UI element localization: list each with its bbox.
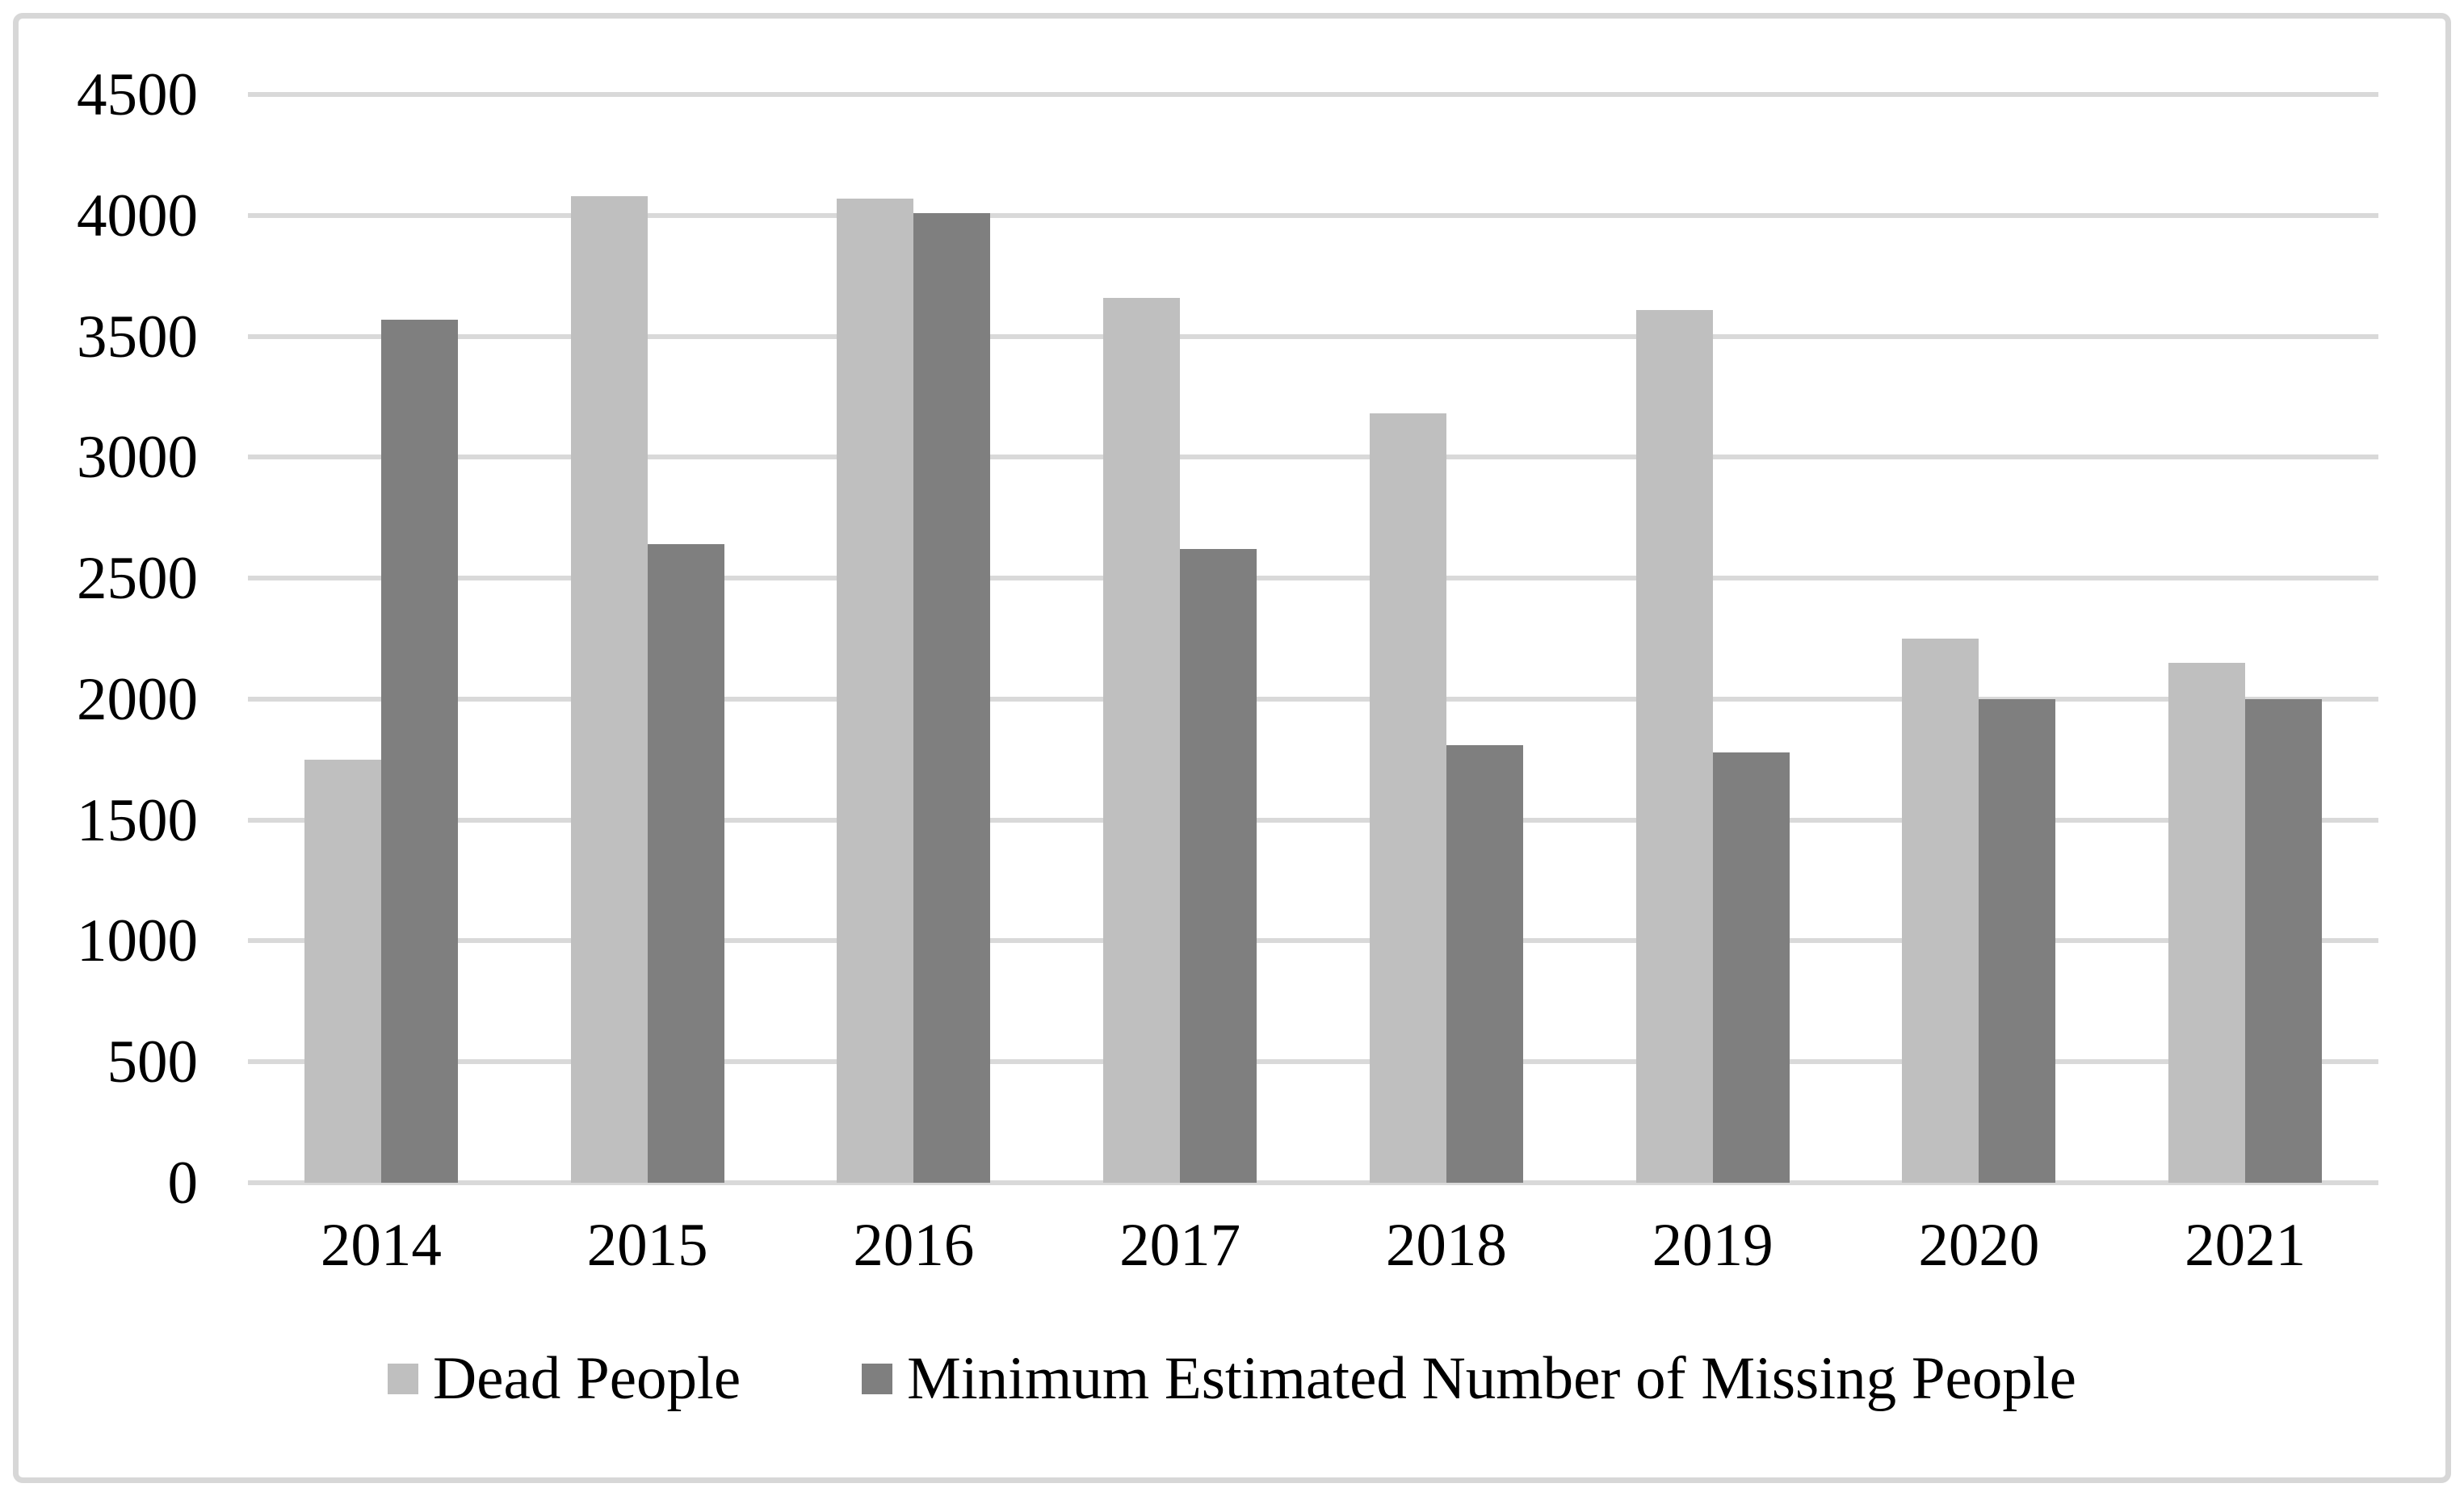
bar-group-2018 [1369, 94, 1523, 1183]
bar-group-2020 [1902, 94, 2056, 1183]
bar-minimum-estimated-number-of-missing-people-2021 [2245, 699, 2323, 1183]
gridline-3500 [248, 333, 2378, 339]
y-tick-500: 500 [107, 1029, 199, 1096]
legend: Dead People Minimum Estimated Number of … [0, 1347, 2464, 1411]
gridline-2000 [248, 696, 2378, 702]
bar-dead-people-2017 [1103, 298, 1181, 1183]
bar-minimum-estimated-number-of-missing-people-2018 [1446, 745, 1523, 1183]
bar-group-2019 [1635, 94, 1790, 1183]
plot-area [248, 92, 2378, 1185]
bar-dead-people-2014 [304, 760, 381, 1183]
legend-label-dead-people: Dead People [433, 1345, 741, 1412]
y-tick-2500: 2500 [77, 545, 198, 613]
bar-dead-people-2016 [837, 199, 914, 1183]
bar-minimum-estimated-number-of-missing-people-2014 [380, 320, 458, 1183]
y-tick-3000: 3000 [77, 424, 198, 492]
chart-frame-border [13, 13, 2451, 1483]
gridline-4000 [248, 212, 2378, 218]
y-tick-1000: 1000 [77, 907, 198, 975]
legend-marker-dead-people [388, 1364, 419, 1394]
legend-marker-missing-people [862, 1364, 893, 1394]
gridline-1000 [248, 938, 2378, 944]
gridline-0 [248, 1180, 2378, 1185]
x-tick-2017: 2017 [1119, 1212, 1241, 1279]
gridline-500 [248, 1059, 2378, 1065]
x-tick-2015: 2015 [586, 1212, 708, 1279]
y-tick-1500: 1500 [77, 786, 198, 854]
y-tick-0: 0 [167, 1150, 199, 1217]
y-tick-4000: 4000 [77, 182, 198, 249]
bar-group-2014 [304, 94, 458, 1183]
y-tick-2000: 2000 [77, 665, 198, 733]
x-tick-2016: 2016 [853, 1212, 975, 1279]
legend-item-dead-people: Dead People [388, 1347, 741, 1411]
bar-group-2016 [837, 94, 991, 1183]
bar-minimum-estimated-number-of-missing-people-2019 [1712, 752, 1790, 1183]
gridline-3000 [248, 455, 2378, 460]
legend-item-missing-people: Minimum Estimated Number of Missing Peop… [862, 1347, 2076, 1411]
y-tick-3500: 3500 [77, 303, 198, 371]
bar-dead-people-2015 [570, 196, 648, 1183]
gridline-1500 [248, 817, 2378, 823]
bar-group-2017 [1103, 94, 1257, 1183]
bar-dead-people-2020 [1902, 639, 1979, 1183]
x-tick-2019: 2019 [1652, 1212, 1773, 1279]
gridline-4500 [248, 92, 2378, 97]
bar-minimum-estimated-number-of-missing-people-2015 [647, 544, 724, 1183]
x-tick-2014: 2014 [320, 1212, 442, 1279]
x-tick-2018: 2018 [1385, 1212, 1507, 1279]
x-tick-2020: 2020 [1918, 1212, 2040, 1279]
gridline-2500 [248, 576, 2378, 581]
x-tick-2021: 2021 [2185, 1212, 2307, 1279]
bar-minimum-estimated-number-of-missing-people-2016 [913, 213, 991, 1183]
bar-minimum-estimated-number-of-missing-people-2020 [1979, 699, 2056, 1183]
legend-label-missing-people: Minimum Estimated Number of Missing Peop… [907, 1345, 2076, 1412]
bar-group-2015 [570, 94, 724, 1183]
bar-dead-people-2021 [2168, 663, 2246, 1183]
bar-group-2021 [2168, 94, 2323, 1183]
bar-minimum-estimated-number-of-missing-people-2017 [1180, 549, 1257, 1183]
bar-dead-people-2018 [1369, 413, 1446, 1183]
bar-dead-people-2019 [1635, 310, 1713, 1183]
y-tick-4500: 4500 [77, 61, 198, 128]
